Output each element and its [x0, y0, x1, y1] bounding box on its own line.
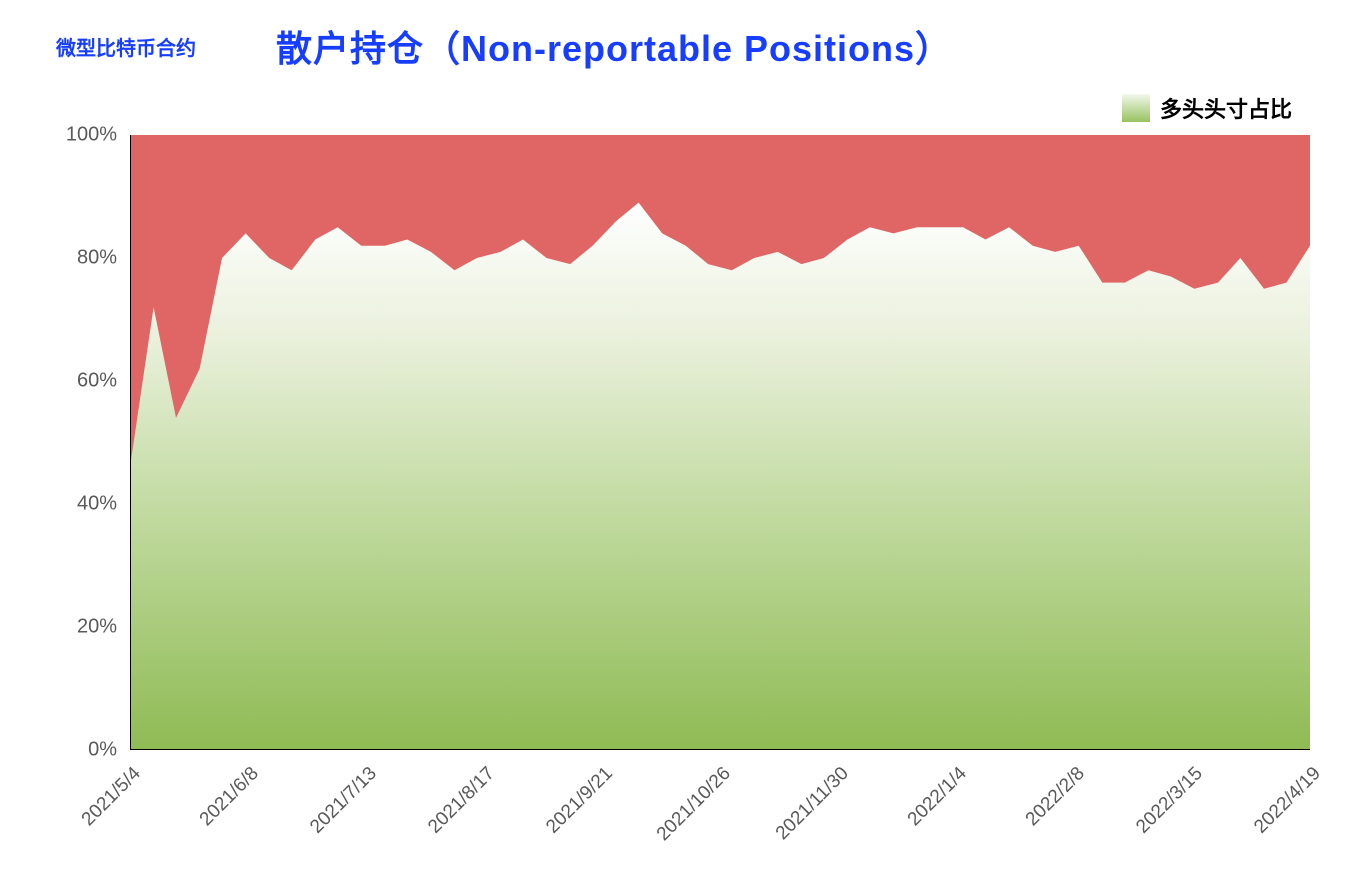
chart-svg: [130, 135, 1310, 750]
y-tick-label: 100%: [66, 124, 117, 147]
legend-swatch-icon: [1122, 94, 1150, 122]
x-tick-label: 2021/11/30: [772, 763, 854, 845]
y-tick-label: 20%: [77, 616, 117, 639]
x-tick-label: 2021/7/13: [306, 763, 381, 838]
x-tick-label: 2022/3/15: [1132, 763, 1207, 838]
y-tick-label: 0%: [88, 739, 117, 762]
y-tick-label: 80%: [77, 247, 117, 270]
x-tick-label: 2022/2/8: [1022, 763, 1090, 831]
chart-subtitle: 微型比特币合约: [56, 32, 196, 61]
x-tick-label: 2022/1/4: [904, 763, 972, 831]
legend-label: 多头头寸占比: [1160, 92, 1292, 124]
chart-area: 0%20%40%60%80%100% 2021/5/42021/6/82021/…: [50, 135, 1320, 855]
y-tick-label: 40%: [77, 493, 117, 516]
chart-plot: [130, 135, 1310, 750]
y-axis: 0%20%40%60%80%100%: [50, 135, 125, 750]
x-tick-label: 2021/8/17: [424, 763, 499, 838]
chart-title: 散户持仓（Non-reportable Positions）: [276, 20, 952, 72]
chart-legend: 多头头寸占比: [1122, 92, 1292, 124]
y-tick-label: 60%: [77, 370, 117, 393]
x-tick-label: 2021/9/21: [542, 763, 617, 838]
x-tick-label: 2021/6/8: [196, 763, 264, 831]
x-axis: 2021/5/42021/6/82021/7/132021/8/172021/9…: [130, 755, 1310, 855]
x-tick-label: 2022/4/19: [1250, 763, 1325, 838]
x-tick-label: 2021/10/26: [653, 763, 736, 846]
x-tick-label: 2021/5/4: [78, 763, 146, 831]
chart-header: 微型比特币合约 散户持仓（Non-reportable Positions）: [56, 20, 1312, 72]
